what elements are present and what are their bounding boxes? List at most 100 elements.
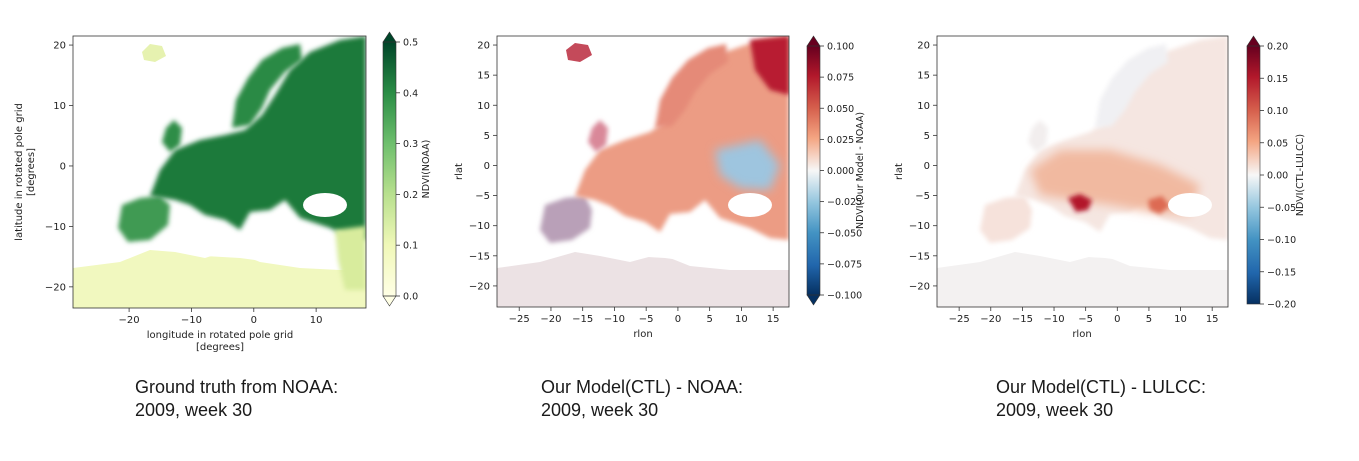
colorbar-gradient	[383, 42, 396, 296]
y-tick-label: 10	[917, 101, 930, 112]
x-tick-label: −10	[604, 314, 625, 325]
y-tick-label: −20	[909, 281, 930, 292]
colorbar-tick-label: −0.10	[1267, 235, 1296, 246]
colorbar-label: NDVI(NOAA)	[421, 140, 432, 199]
caption-3-line-1: Our Model(CTL) - LULCC:	[996, 377, 1207, 397]
axes-2: −25 −20 −15 −10 −5 0 5 10 15 −20 −15 −10 −5 0 5 10 15 20 r…	[454, 41, 779, 340]
x-axis-label: longitude in rotated pole grid	[147, 330, 293, 341]
map-mediterranean	[155, 232, 350, 268]
y-tick-label: −20	[469, 281, 490, 292]
colorbar-tick-label: 0.1	[403, 241, 418, 252]
axes-3: −25 −20 −15 −10 −5 0 5 10 15 −20 −15 −10 −5 0 5 10 15 20 r…	[894, 41, 1219, 340]
map-region-north-africa	[497, 252, 789, 307]
panel-3: −25 −20 −15 −10 −5 0 5 10 15 −20 −15 −10 −5 0 5 10 15 20 r…	[894, 35, 1306, 340]
panel-2: −25 −20 −15 −10 −5 0 5 10 15 −20 −15 −10 −5 0 5 10 15 20 r…	[454, 35, 866, 340]
colorbar-tick-label: 0.050	[827, 104, 854, 115]
colorbar-gradient	[1247, 46, 1260, 304]
caption-3: Our Model(CTL) - LULCC: 2009, week 30	[996, 376, 1206, 422]
y-tick-label: 5	[924, 131, 930, 142]
map-region-scandinavia	[232, 44, 302, 128]
colorbar-tick-label: −0.05	[1267, 203, 1296, 214]
x-tick-label: 5	[1146, 314, 1152, 325]
colorbar-2: −0.100 −0.075 −0.050 −0.025 0.000 0.025 0.050 0…	[806, 35, 866, 306]
colorbar-frame	[382, 41, 397, 297]
colorbar-extend-top	[1246, 35, 1261, 47]
map-hotspot-alps	[1068, 194, 1092, 212]
colorbar-tick-label: 0.025	[827, 135, 854, 146]
caption-1: Ground truth from NOAA: 2009, week 30	[135, 376, 338, 422]
x-tick-label: 0	[1114, 314, 1120, 325]
colorbar-1: 0.0 0.1 0.2 0.3 0.4 0.5 NDVI(NOAA)	[382, 31, 432, 307]
y-tick-label: −5	[915, 191, 930, 202]
axes-1: −20 −10 0 10 −20 −10 0 10 20 longitude in rotated…	[14, 41, 322, 353]
y-tick-label: −15	[469, 251, 490, 262]
colorbar-tick-label: −0.025	[827, 197, 862, 208]
colorbar-tick-label: 0.2	[403, 190, 418, 201]
y-tick-label: 5	[484, 131, 490, 142]
caption-2-line-1: Our Model(CTL) - NOAA:	[541, 377, 744, 397]
x-axis-label: [degrees]	[196, 342, 244, 353]
colorbar-tick-label: 0.15	[1267, 74, 1288, 85]
y-axis-label: rlat	[894, 163, 905, 180]
map-region-north-africa	[73, 250, 366, 308]
x-tick-label: −10	[181, 315, 202, 326]
x-tick-label: 0	[251, 315, 257, 326]
y-tick-label: 10	[53, 101, 66, 112]
colorbar-tick-label: −0.050	[827, 228, 862, 239]
map-region-british-isles	[588, 120, 608, 152]
colorbar-tick-label: 0.00	[1267, 171, 1288, 182]
x-tick-label: 15	[767, 314, 780, 325]
map-2	[497, 36, 789, 307]
map-region-north-africa	[937, 252, 1228, 307]
y-tick-label: −10	[45, 222, 66, 233]
x-axis-label: rlon	[1072, 329, 1091, 340]
y-tick-label: −5	[475, 191, 490, 202]
y-tick-label: −10	[469, 221, 490, 232]
y-tick-label: 10	[477, 101, 490, 112]
x-tick-label: 0	[675, 314, 681, 325]
colorbar-tick-label: 0.20	[1267, 42, 1288, 53]
x-tick-label: −20	[540, 314, 561, 325]
colorbar-tick-label: 0.10	[1267, 106, 1288, 117]
map-region-iberia	[118, 196, 170, 242]
x-tick-label: −5	[1078, 314, 1093, 325]
colorbar-tick-label: −0.075	[827, 259, 862, 270]
colorbar-tick-label: 0.100	[827, 42, 854, 53]
caption-2-line-2: 2009, week 30	[541, 400, 659, 420]
colorbar-extend-bottom	[806, 294, 821, 306]
colorbar-label: NDVI(Our Model - NOAA)	[855, 112, 866, 229]
colorbar-tick-label: 0.05	[1267, 138, 1288, 149]
map-region-iberia	[540, 196, 592, 243]
colorbar-3: −0.20 −0.15 −0.10 −0.05 0.00 0.05 0.10 0.15 0.20…	[1246, 35, 1306, 311]
colorbar-gradient	[807, 46, 820, 295]
y-tick-label: 20	[477, 41, 490, 52]
y-tick-label: 0	[484, 161, 490, 172]
map-black-sea	[1168, 193, 1212, 217]
map-region-middle-east	[335, 226, 366, 290]
x-tick-label: 10	[310, 315, 323, 326]
colorbar-extend-bottom	[382, 295, 397, 307]
map-mediterranean	[580, 232, 775, 268]
colorbar-tick-label: 0.000	[827, 166, 854, 177]
y-tick-label: −20	[45, 282, 66, 293]
map-1	[73, 36, 366, 308]
colorbar-tick-label: 0.5	[403, 38, 418, 49]
plot-frame-3	[936, 35, 1229, 308]
colorbar-tick-label: −0.100	[827, 291, 862, 302]
map-region-iceland	[566, 43, 592, 62]
caption-2: Our Model(CTL) - NOAA: 2009, week 30	[541, 376, 743, 422]
colorbar-tick-label: −0.20	[1267, 300, 1296, 311]
x-tick-label: 10	[1174, 314, 1187, 325]
map-region-europe	[575, 36, 789, 240]
x-tick-label: −25	[949, 314, 970, 325]
map-region-british-isles	[162, 120, 182, 152]
x-tick-label: 10	[735, 314, 748, 325]
plot-frame-2	[496, 35, 790, 308]
x-tick-label: −15	[1012, 314, 1033, 325]
map-region-northeast	[750, 36, 789, 95]
colorbar-label: NDVI(CTL-LULCC)	[1295, 134, 1306, 216]
x-tick-label: 15	[1206, 314, 1219, 325]
x-tick-label: −5	[639, 314, 654, 325]
map-region-europe	[150, 36, 366, 240]
